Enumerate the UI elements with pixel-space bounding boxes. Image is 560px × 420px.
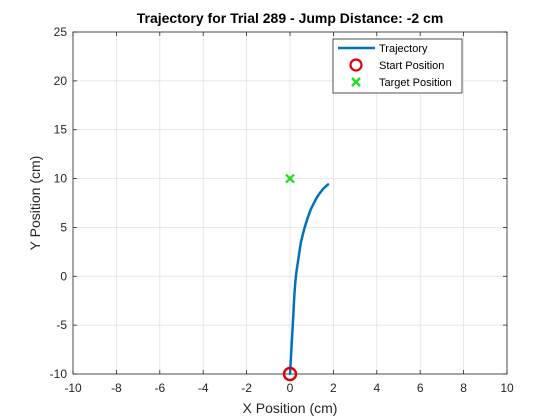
y-tick-labels: -10 -5 0 5 10 15 20 25: [50, 25, 68, 381]
y-tick-label: 5: [60, 220, 67, 234]
y-tick-label: 25: [54, 25, 68, 39]
y-tick-label: -5: [56, 318, 67, 332]
y-tick-label: 15: [54, 123, 68, 137]
trajectory-line: [288, 183, 330, 376]
legend-start-swatch: [349, 58, 363, 72]
legend-target-swatch: [351, 77, 361, 87]
x-tick-label: -10: [64, 381, 82, 395]
x-tick-label: -8: [111, 381, 122, 395]
y-tick-label: 20: [54, 74, 68, 88]
x-tick-label: -4: [198, 381, 209, 395]
x-tick-label: 8: [460, 381, 467, 395]
y-tick-label: -10: [50, 367, 68, 381]
x-axis-label: X Position (cm): [243, 400, 338, 416]
legend-start-label: Start Position: [379, 60, 444, 72]
legend: Trajectory Start Position Target Positio…: [332, 38, 463, 94]
x-tick-labels: -10 -8 -6 -4 -2 0 2 4 6 8 10: [64, 381, 514, 395]
target-position-marker: [285, 173, 295, 184]
x-tick-label: 10: [500, 381, 514, 395]
chart-title: Trajectory for Trial 289 - Jump Distance…: [137, 10, 444, 26]
start-position-marker: [282, 366, 298, 382]
x-tick-label: -6: [154, 381, 165, 395]
y-tick-label: 0: [60, 269, 67, 283]
series-layer: [282, 173, 330, 382]
x-tick-label: 2: [330, 381, 337, 395]
y-tick-label: 10: [54, 172, 68, 186]
x-tick-label: 4: [373, 381, 380, 395]
y-axis-label: Y Position (cm): [27, 156, 43, 251]
x-tick-label: -2: [241, 381, 252, 395]
x-tick-label: 6: [417, 381, 424, 395]
x-tick-label: 0: [287, 381, 294, 395]
legend-target-label: Target Position: [379, 77, 452, 89]
legend-trajectory-label: Trajectory: [379, 43, 428, 55]
